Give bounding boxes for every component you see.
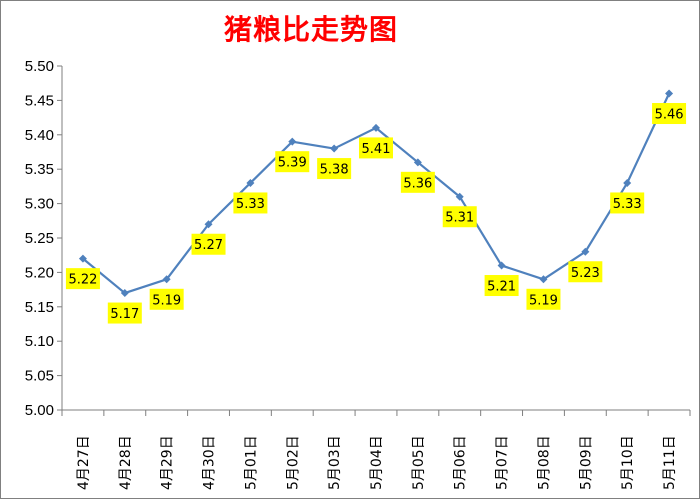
x-tick-label: 5月10日 (620, 435, 636, 490)
data-label: 5.36 (403, 176, 432, 191)
x-tick-label: 5月03日 (327, 435, 343, 490)
data-labels: 5.22 5.17 5.19 5.27 5.33 5.39 5.38 5.41 5.36 5.31… (65, 103, 687, 324)
data-point-marker (120, 289, 129, 298)
data-point-marker (665, 89, 674, 98)
x-tick-label: 5月05日 (411, 435, 427, 490)
y-tick-label: 5.45 (25, 92, 54, 109)
x-axis: 4月27日 4月28日 4月29日 4月30日 5月01日 5月02日 5月03日 5月04日… (61, 409, 691, 490)
data-label: 5.33 (236, 197, 265, 212)
data-label: 5.21 (487, 280, 516, 295)
data-label: 5.27 (194, 238, 223, 253)
data-point-marker (623, 178, 632, 187)
data-label: 5.38 (320, 163, 349, 178)
x-tick-label: 4月29日 (160, 435, 176, 490)
y-tick-label: 5.25 (25, 230, 54, 247)
x-tick-label: 5月09日 (578, 435, 594, 490)
data-point-marker (497, 261, 506, 270)
y-tick-label: 5.05 (25, 368, 54, 385)
data-point-marker (78, 254, 87, 263)
data-label: 5.39 (278, 156, 307, 171)
chart-title: 猪粮比走势图 (223, 13, 398, 46)
data-label-box (484, 275, 519, 297)
data-label: 5.46 (655, 108, 684, 123)
data-label-box (359, 137, 393, 159)
y-tick-label: 5.30 (25, 196, 54, 213)
data-label-box (65, 268, 100, 290)
y-axis: 5.00 5.05 5.10 5.15 5.20 5.25 5.30 5.35 5.40 5.45… (25, 58, 63, 419)
y-tick-label: 5.00 (25, 402, 54, 419)
y-tick-label: 5.20 (25, 264, 54, 281)
data-label-box (149, 288, 184, 310)
data-label-box (107, 302, 142, 324)
series-line (78, 89, 674, 298)
data-point-marker (204, 220, 213, 229)
data-label-box (233, 192, 268, 214)
data-point-marker (246, 178, 255, 187)
data-point-marker (413, 158, 422, 167)
data-label: 5.19 (152, 293, 181, 308)
data-label: 5.33 (613, 197, 642, 212)
data-label-box (610, 192, 645, 214)
x-tick-label: 5月02日 (285, 435, 301, 490)
data-point-marker (288, 137, 297, 146)
y-tick-label: 5.15 (25, 299, 54, 316)
x-tick-label: 4月30日 (202, 435, 218, 490)
y-tick-label: 5.50 (25, 58, 54, 75)
x-tick-label: 5月01日 (243, 435, 259, 490)
x-tick-label: 5月07日 (495, 435, 511, 490)
data-label: 5.41 (362, 142, 391, 157)
y-tick-label: 5.35 (25, 161, 54, 178)
x-tick-label: 5月08日 (536, 435, 552, 490)
data-label-box (191, 233, 226, 255)
data-label: 5.31 (445, 211, 474, 226)
x-tick-label: 5月06日 (453, 435, 469, 490)
data-point-marker (162, 275, 171, 284)
data-label-box (568, 261, 603, 283)
x-tick-label: 5月11日 (662, 435, 678, 490)
x-tick-label: 5月04日 (369, 435, 385, 490)
data-label-box (442, 206, 477, 228)
data-label: 5.19 (529, 293, 558, 308)
data-point-marker (372, 123, 380, 132)
x-tick-label: 4月28日 (118, 435, 134, 490)
data-label: 5.23 (571, 266, 600, 281)
data-label: 5.17 (110, 307, 139, 322)
data-point-marker (539, 275, 548, 284)
data-label-box (526, 288, 561, 310)
data-point-marker (455, 192, 464, 201)
y-tick-label: 5.10 (25, 333, 54, 350)
y-tick-label: 5.40 (25, 127, 54, 144)
data-label-box (275, 151, 310, 173)
data-label: 5.22 (68, 273, 97, 288)
data-point-marker (581, 247, 590, 256)
data-label-box (400, 171, 435, 193)
data-label-box (652, 103, 687, 125)
data-label-box (317, 158, 352, 180)
data-point-marker (330, 144, 339, 153)
x-tick-label: 4月27日 (76, 435, 92, 490)
